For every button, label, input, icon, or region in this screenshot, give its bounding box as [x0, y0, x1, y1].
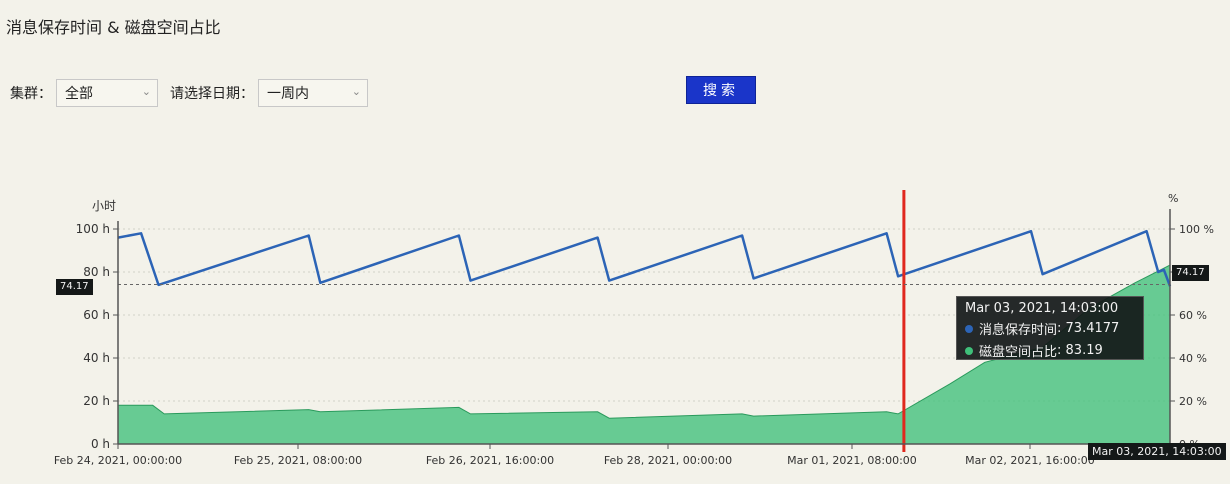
tooltip-row-retention: 消息保存时间: 73.4177 — [965, 319, 1135, 338]
cluster-select-value: 全部 — [65, 86, 93, 102]
series-retention-line — [117, 229, 1172, 287]
right-axis-tick-label: 100 % — [1179, 223, 1214, 236]
date-label: 请选择日期： — [170, 86, 254, 102]
chevron-down-icon: ⌄ — [141, 85, 151, 98]
x-axis-tick-label: Mar 02, 2021, 16:00:00 — [965, 454, 1095, 467]
series-disk-dot — [965, 346, 973, 355]
search-button[interactable]: 搜索 — [686, 76, 756, 104]
tooltip-disk-value: 83.19 — [1065, 343, 1103, 358]
x-axis-end-label: Mar 03, 2021, 14:03:00 — [1088, 443, 1226, 460]
chevron-down-icon: ⌄ — [351, 85, 361, 98]
series-retention-dot — [965, 324, 973, 333]
tooltip-retention-label: 消息保存时间 — [979, 323, 1058, 338]
right-axis-unit: % — [1168, 192, 1178, 205]
date-select-value: 一周内 — [267, 86, 309, 102]
right-axis-cursor-value: 74.17 — [1172, 265, 1209, 281]
tooltip-time: Mar 03, 2021, 14:03:00 — [965, 301, 1119, 316]
left-axis-tick-label: 60 h — [83, 308, 110, 322]
left-axis-tick-label: 80 h — [83, 265, 110, 279]
tooltip-row-disk: 磁盘空间占比: 83.19 — [965, 341, 1135, 360]
date-select[interactable]: 一周内 ⌄ — [258, 79, 368, 107]
right-axis-tick-label: 60 % — [1179, 309, 1207, 322]
chart-tooltip: Mar 03, 2021, 14:03:00 消息保存时间: 73.4177 磁… — [956, 296, 1144, 360]
x-axis-tick-label: Feb 28, 2021, 00:00:00 — [604, 454, 732, 467]
page-title: 消息保存时间 & 磁盘空间占比 — [6, 18, 221, 37]
cluster-label: 集群： — [10, 86, 52, 102]
left-axis-cursor-value: 74.17 — [56, 279, 93, 295]
cluster-select[interactable]: 全部 ⌄ — [56, 79, 158, 107]
left-axis-unit: 小时 — [92, 199, 116, 213]
tooltip-separator: : — [1057, 321, 1066, 336]
left-axis-tick-label: 0 h — [91, 437, 110, 451]
tooltip-retention-value: 73.4177 — [1065, 321, 1120, 336]
series-disk-area — [117, 264, 1171, 445]
left-axis-tick-label: 100 h — [76, 222, 110, 236]
filter-bar: 集群： 全部 ⌄ 请选择日期： 一周内 ⌄ — [10, 78, 380, 108]
tooltip-separator: : — [1057, 343, 1066, 358]
right-axis-tick-label: 20 % — [1179, 395, 1207, 408]
x-axis-tick-label: Feb 26, 2021, 16:00:00 — [426, 454, 554, 467]
tooltip-disk-label: 磁盘空间占比 — [979, 345, 1058, 360]
x-axis-tick-label: Mar 01, 2021, 08:00:00 — [787, 454, 917, 467]
left-axis-tick-label: 40 h — [83, 351, 110, 365]
left-axis-tick-label: 20 h — [83, 394, 110, 408]
x-axis-tick-label: Feb 25, 2021, 08:00:00 — [234, 454, 362, 467]
x-axis-tick-label: Feb 24, 2021, 00:00:00 — [54, 454, 182, 467]
right-axis-tick-label: 40 % — [1179, 352, 1207, 365]
